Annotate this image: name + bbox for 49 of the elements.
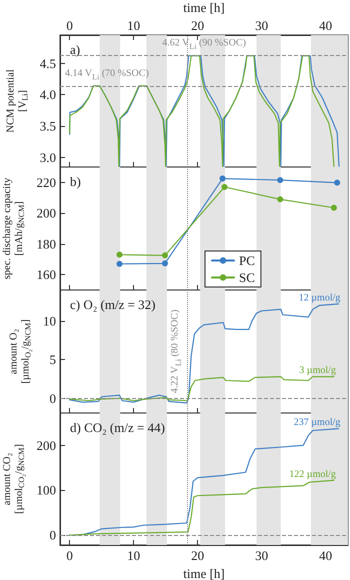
point [162,260,168,266]
x2-tick-label: 10 [127,18,140,33]
point [330,204,337,211]
y-tick-label: 3.0 [40,150,56,166]
point [220,176,226,182]
y-tick-label: 0 [50,390,56,406]
point [162,252,168,258]
y-tick-label: 200 [36,438,56,453]
y-tick-label: 220 [36,174,56,190]
y-tick-label: 160 [36,267,56,282]
x2-tick-label: 20 [191,18,204,33]
y-tick-label: 5 [50,352,56,368]
text: a) [70,42,80,57]
data-label: 122 µmol/g [289,468,336,480]
y-tick-label: 10 [43,313,56,328]
x-tick-label: 0 [66,548,73,563]
point [277,177,284,184]
data-label: 237 µmol/g [294,417,340,428]
y-tick-label: 100 [36,482,56,498]
y-tick-label: 200 [36,206,56,221]
x2-tick-label: 30 [255,18,268,33]
x-tick-label: 10 [127,548,140,563]
point [277,196,284,202]
x-tick-label: 20 [191,548,204,563]
x2-tick-label: 40 [319,18,332,33]
y-tick-label: 0 [50,528,56,543]
point [334,180,340,186]
legend-label: PC [239,253,255,268]
ref-line-label: 4.22 VLi (80 %SOC) [170,310,184,394]
x-tick-label: 40 [319,548,332,563]
text: b) [70,174,81,189]
x-tick-label: 30 [255,548,268,563]
point [116,260,123,267]
point [116,252,123,258]
x2-tick-label: 0 [66,18,73,33]
text: c) O₂ (m/z = 32) [70,297,156,312]
text: d) CO₂ (m/z = 44) [70,420,165,435]
x-axis-title: time [h] [183,566,225,580]
line-series [69,480,334,536]
line-series [69,376,334,402]
data-label: 12 µmol/g [298,292,340,304]
y-tick-label: 3.5 [40,118,56,134]
legend-label: SC [239,270,255,285]
y-tick-label: 4.5 [40,56,56,71]
x2-axis-title: time [h] [183,0,225,16]
data-label: 3 µmol/g [299,365,336,376]
point [221,184,228,190]
y-tick-label: 4.0 [40,87,56,102]
y-tick-label: 180 [36,236,56,252]
